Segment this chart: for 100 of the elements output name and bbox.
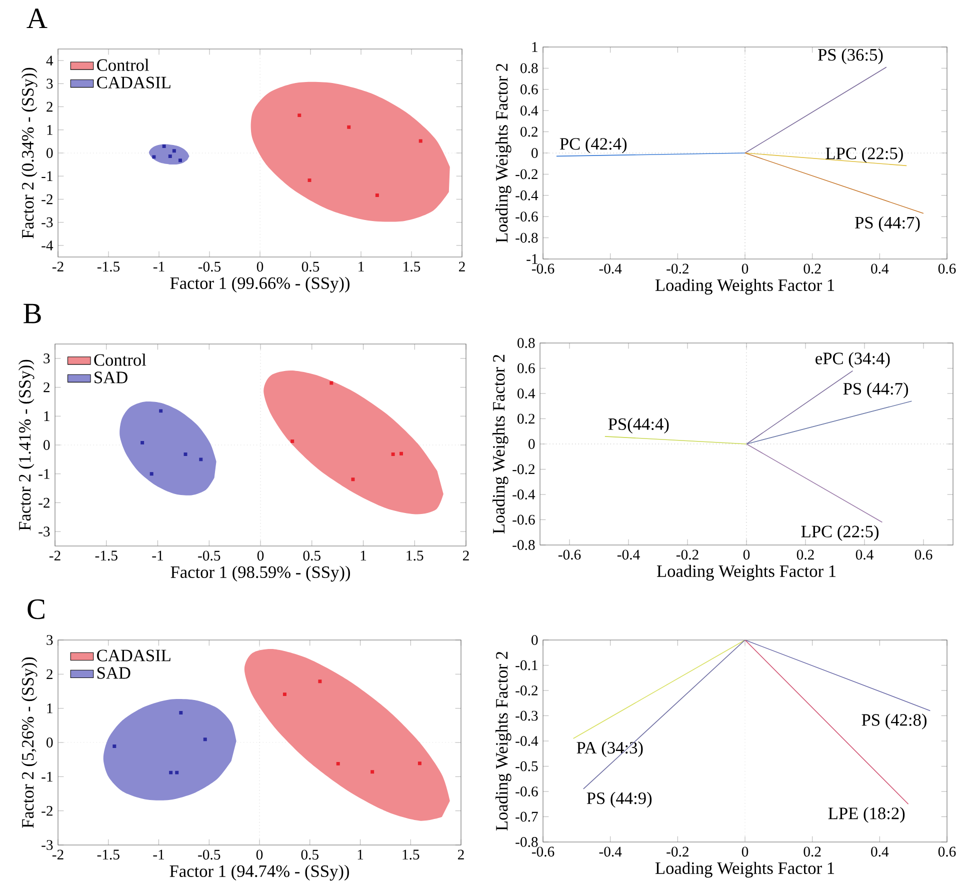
x-tick-label: 0.5 — [303, 550, 320, 561]
y-tick-label: 0.2 — [518, 414, 534, 424]
y-tick-label: -2 — [42, 806, 52, 816]
x-tick-label: 1 — [360, 550, 366, 560]
x-tick-label: 0.5 — [301, 850, 318, 860]
x-tick-label: 0.6 — [938, 846, 956, 857]
x-tick-label: 0 — [256, 850, 263, 860]
y-tick-label: -0.4 — [512, 490, 536, 500]
y-tick-label: 0.8 — [520, 63, 538, 74]
y-tick-label: -1 — [38, 468, 50, 479]
x-tick-label: 0.4 — [871, 846, 889, 857]
x-tick-label: -1.5 — [97, 262, 120, 272]
y-tick-label: -2 — [38, 498, 50, 508]
x-tick-label: 0.4 — [871, 264, 889, 274]
legend-label: Control — [97, 58, 149, 71]
y-tick-label: 1 — [47, 125, 52, 135]
x-tick-label: -1 — [153, 262, 164, 272]
y-tick-label: -0.1 — [516, 660, 538, 670]
y-tick-label: 1 — [532, 42, 538, 52]
y-tick-label: 3 — [46, 635, 53, 645]
y-axis-title: Factor 2 (1.41% - (SSy)) — [18, 360, 34, 530]
x-axis-title: Factor 1 (99.66% - (SSy)) — [170, 276, 350, 293]
y-tick-label: -3 — [42, 840, 53, 850]
x-tick-label: 1.5 — [404, 262, 420, 272]
y-tick-label: -4 — [42, 240, 54, 250]
y-tick-label: -0.8 — [512, 540, 535, 550]
y-tick-label: -1 — [42, 171, 52, 181]
x-tick-label: 1.5 — [402, 850, 420, 860]
y-tick-label: 0 — [532, 635, 538, 645]
y-axis-title: Loading Weights Factor 2 — [495, 652, 512, 831]
x-axis-title: Factor 1 (94.74% - (SSy)) — [170, 864, 349, 881]
y-tick-label: -0.2 — [516, 169, 538, 180]
x-tick-label: 1 — [358, 850, 364, 860]
y-tick-label: 0.2 — [520, 126, 538, 137]
y-tick-label: 3 — [44, 353, 50, 364]
y-tick-label: 0.4 — [518, 388, 536, 398]
y-tick-label: -0.6 — [512, 514, 535, 525]
y-tick-label: 3 — [46, 78, 53, 89]
x-tick-label: -0.5 — [198, 550, 220, 561]
x-tick-label: 0.5 — [302, 262, 320, 272]
chart-title: A — [26, 8, 48, 28]
x-tick-label: 2 — [458, 850, 464, 860]
y-tick-label: 1 — [44, 411, 50, 421]
series-label: PS (44:7) — [843, 382, 908, 398]
x-tick-label: 0 — [256, 262, 264, 272]
x-tick-label: 0.2 — [804, 846, 821, 857]
x-tick-label: 1.5 — [406, 550, 424, 561]
series-label: LPC (22:5) — [826, 147, 903, 163]
x-tick-label: 0 — [743, 550, 750, 560]
legend-label: Control — [94, 354, 146, 366]
x-tick-label: 2 — [458, 262, 465, 272]
x-tick-label: -1 — [152, 550, 163, 560]
y-tick-label: -0.7 — [516, 812, 538, 822]
x-tick-label: -0.5 — [198, 850, 220, 860]
x-tick-label: 0.6 — [914, 550, 932, 560]
y-tick-label: 2 — [44, 382, 50, 392]
y-tick-label: -2 — [42, 194, 52, 204]
y-tick-label: 2 — [46, 669, 52, 680]
series-label: ePC (34:4) — [816, 352, 890, 368]
y-tick-label: -0.5 — [516, 761, 538, 772]
y-tick-label: -1 — [42, 772, 52, 782]
x-tick-label: -0.6 — [558, 550, 581, 560]
y-tick-label: -0.2 — [512, 464, 534, 474]
y-tick-label: -1 — [526, 254, 538, 264]
series-label: LPE (18:2) — [828, 807, 905, 823]
y-tick-label: 0 — [532, 148, 538, 158]
y-tick-label: 0 — [46, 738, 53, 748]
x-tick-label: -1.5 — [95, 550, 118, 561]
x-tick-label: -0.4 — [617, 550, 640, 560]
series-label: PC (42:4) — [560, 138, 627, 154]
x-tick-label: 0 — [257, 550, 264, 561]
y-tick-label: 0.6 — [520, 84, 538, 94]
series-label: PS (44:7) — [855, 216, 920, 232]
legend-label: CADASIL — [97, 650, 170, 662]
series-label: PS (36:5) — [818, 48, 883, 64]
y-axis-title: Loading Weights Factor 2 — [495, 64, 512, 243]
x-tick-label: 0 — [742, 846, 748, 857]
x-tick-label: 1 — [358, 262, 364, 272]
y-tick-label: -0.8 — [516, 232, 538, 243]
legend-label: CADASIL — [97, 76, 170, 88]
y-tick-label: -0.4 — [516, 736, 538, 746]
x-tick-label: 0.2 — [804, 264, 821, 274]
series-label: PS (44:9) — [586, 792, 652, 808]
x-tick-label: 2 — [462, 550, 469, 560]
chart-title: C — [28, 599, 44, 620]
y-tick-label: 2 — [46, 102, 52, 112]
x-tick-label: 0.2 — [796, 550, 814, 560]
x-axis-title: Loading Weights Factor 1 — [655, 862, 834, 878]
y-tick-label: -3 — [38, 526, 50, 536]
y-tick-label: 1 — [47, 703, 52, 714]
x-tick-label: 0.4 — [856, 550, 874, 560]
y-axis-title: Factor 2 (5,26% - (SSy)) — [21, 657, 38, 828]
x-tick-label: -0.4 — [599, 846, 622, 857]
y-tick-label: -0.4 — [516, 190, 538, 200]
series-label: LPC (22:5) — [801, 525, 879, 541]
x-tick-label: -1 — [153, 850, 164, 860]
y-tick-label: -0.6 — [516, 212, 538, 222]
y-tick-label: -0.6 — [516, 786, 538, 796]
x-tick-label: -0.2 — [676, 550, 698, 560]
chart-title: B — [24, 304, 41, 324]
